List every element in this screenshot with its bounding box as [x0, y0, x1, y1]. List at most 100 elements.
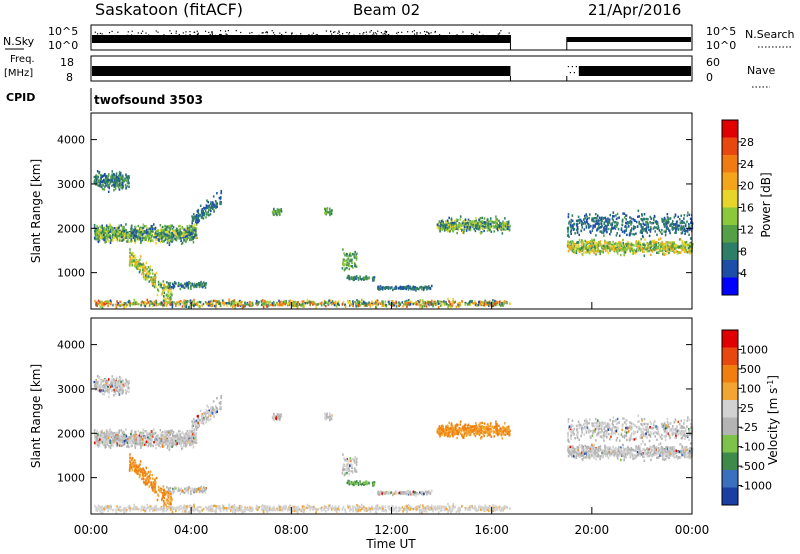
- power-cell: [625, 218, 628, 221]
- power-cell: [608, 245, 611, 249]
- power-cell: [487, 225, 489, 228]
- power-cell: [94, 237, 97, 241]
- power-cell: [469, 228, 471, 232]
- nsky-dot: [178, 33, 180, 36]
- power-cell: [568, 245, 570, 249]
- power-cell: [450, 305, 452, 309]
- power-cell: [593, 238, 595, 242]
- power-cell: [145, 229, 148, 233]
- power-cell: [192, 212, 195, 216]
- power-cell: [473, 222, 476, 225]
- power-cell: [231, 305, 234, 309]
- power-cell: [652, 217, 655, 220]
- nsky-dot: [209, 33, 211, 36]
- power-cell: [142, 266, 144, 270]
- power-cell: [657, 247, 660, 250]
- power-cell: [100, 227, 102, 230]
- power-cell: [164, 224, 166, 228]
- power-cell: [174, 234, 177, 238]
- power-cell: [580, 229, 582, 232]
- power-cell: [185, 238, 187, 241]
- power-cell: [137, 224, 140, 228]
- power-cell: [399, 303, 402, 306]
- power-cell: [294, 302, 297, 305]
- power-cell: [589, 244, 592, 248]
- power-cell: [206, 199, 208, 202]
- nsky-dot: [386, 30, 388, 33]
- power-cell: [492, 224, 494, 227]
- power-cell: [622, 241, 625, 245]
- power-cell: [570, 229, 573, 232]
- power-cell: [376, 300, 379, 304]
- power-cell: [273, 207, 275, 211]
- power-cell: [129, 261, 131, 264]
- power-cell: [192, 217, 195, 221]
- nsky-dot: [133, 34, 136, 37]
- power-cell: [627, 247, 629, 250]
- power-cell: [195, 231, 197, 235]
- power-cell: [466, 225, 469, 229]
- power-cell: [107, 231, 110, 235]
- power-cell: [132, 255, 135, 258]
- power-cell: [352, 266, 354, 269]
- power-cell: [588, 252, 591, 255]
- power-cell: [185, 230, 188, 234]
- power-cell: [190, 287, 192, 291]
- power-cell: [581, 253, 584, 256]
- power-cell: [501, 232, 504, 235]
- power-cell: [333, 301, 336, 305]
- power-cell: [445, 223, 448, 227]
- nsky-dot: [338, 31, 340, 33]
- power-cell: [650, 227, 652, 231]
- power-cell: [150, 276, 153, 279]
- nsky-dot: [99, 32, 101, 34]
- power-cell: [504, 217, 506, 220]
- power-cell: [120, 181, 123, 185]
- power-cell: [621, 246, 624, 250]
- power-cell: [483, 229, 485, 233]
- power-cell: [567, 240, 569, 243]
- power-cell: [139, 237, 141, 240]
- power-cell: [237, 303, 239, 306]
- power-cell: [675, 250, 678, 253]
- power-cell: [129, 230, 132, 234]
- nsky-dot: [266, 34, 268, 36]
- nsky-dot: [175, 30, 177, 32]
- power-cell: [114, 234, 116, 238]
- power-cell: [95, 178, 98, 182]
- power-cell: [662, 219, 665, 223]
- power-cell: [142, 236, 144, 240]
- power-cell: [669, 217, 671, 220]
- power-cell: [329, 213, 331, 217]
- nsky-dot: [359, 33, 361, 35]
- power-cell: [112, 303, 115, 307]
- power-cell: [342, 260, 344, 264]
- power-cell: [483, 303, 485, 307]
- power-cell: [348, 262, 350, 265]
- power-cell: [594, 246, 597, 250]
- power-cell: [609, 249, 611, 252]
- power-cell: [312, 300, 315, 304]
- power-cell: [489, 302, 491, 306]
- power-cell: [221, 301, 224, 305]
- power-cell: [204, 286, 207, 289]
- power-cell: [623, 212, 626, 215]
- power-cell: [353, 254, 356, 258]
- power-cell: [475, 216, 477, 220]
- power-cell: [643, 247, 646, 250]
- power-cell: [481, 220, 484, 223]
- power-cell: [369, 305, 372, 308]
- power-cell: [132, 228, 135, 232]
- power-cell: [630, 248, 632, 251]
- power-cell: [614, 224, 616, 228]
- power-cell: [104, 180, 106, 183]
- power-cell: [317, 303, 320, 306]
- power-cell: [598, 222, 601, 225]
- power-cell: [442, 226, 444, 229]
- power-cell: [596, 214, 599, 217]
- power-cell: [577, 244, 579, 247]
- power-cell: [194, 219, 197, 222]
- power-cell: [212, 299, 215, 303]
- power-cell: [108, 230, 110, 233]
- power-cell: [282, 302, 284, 305]
